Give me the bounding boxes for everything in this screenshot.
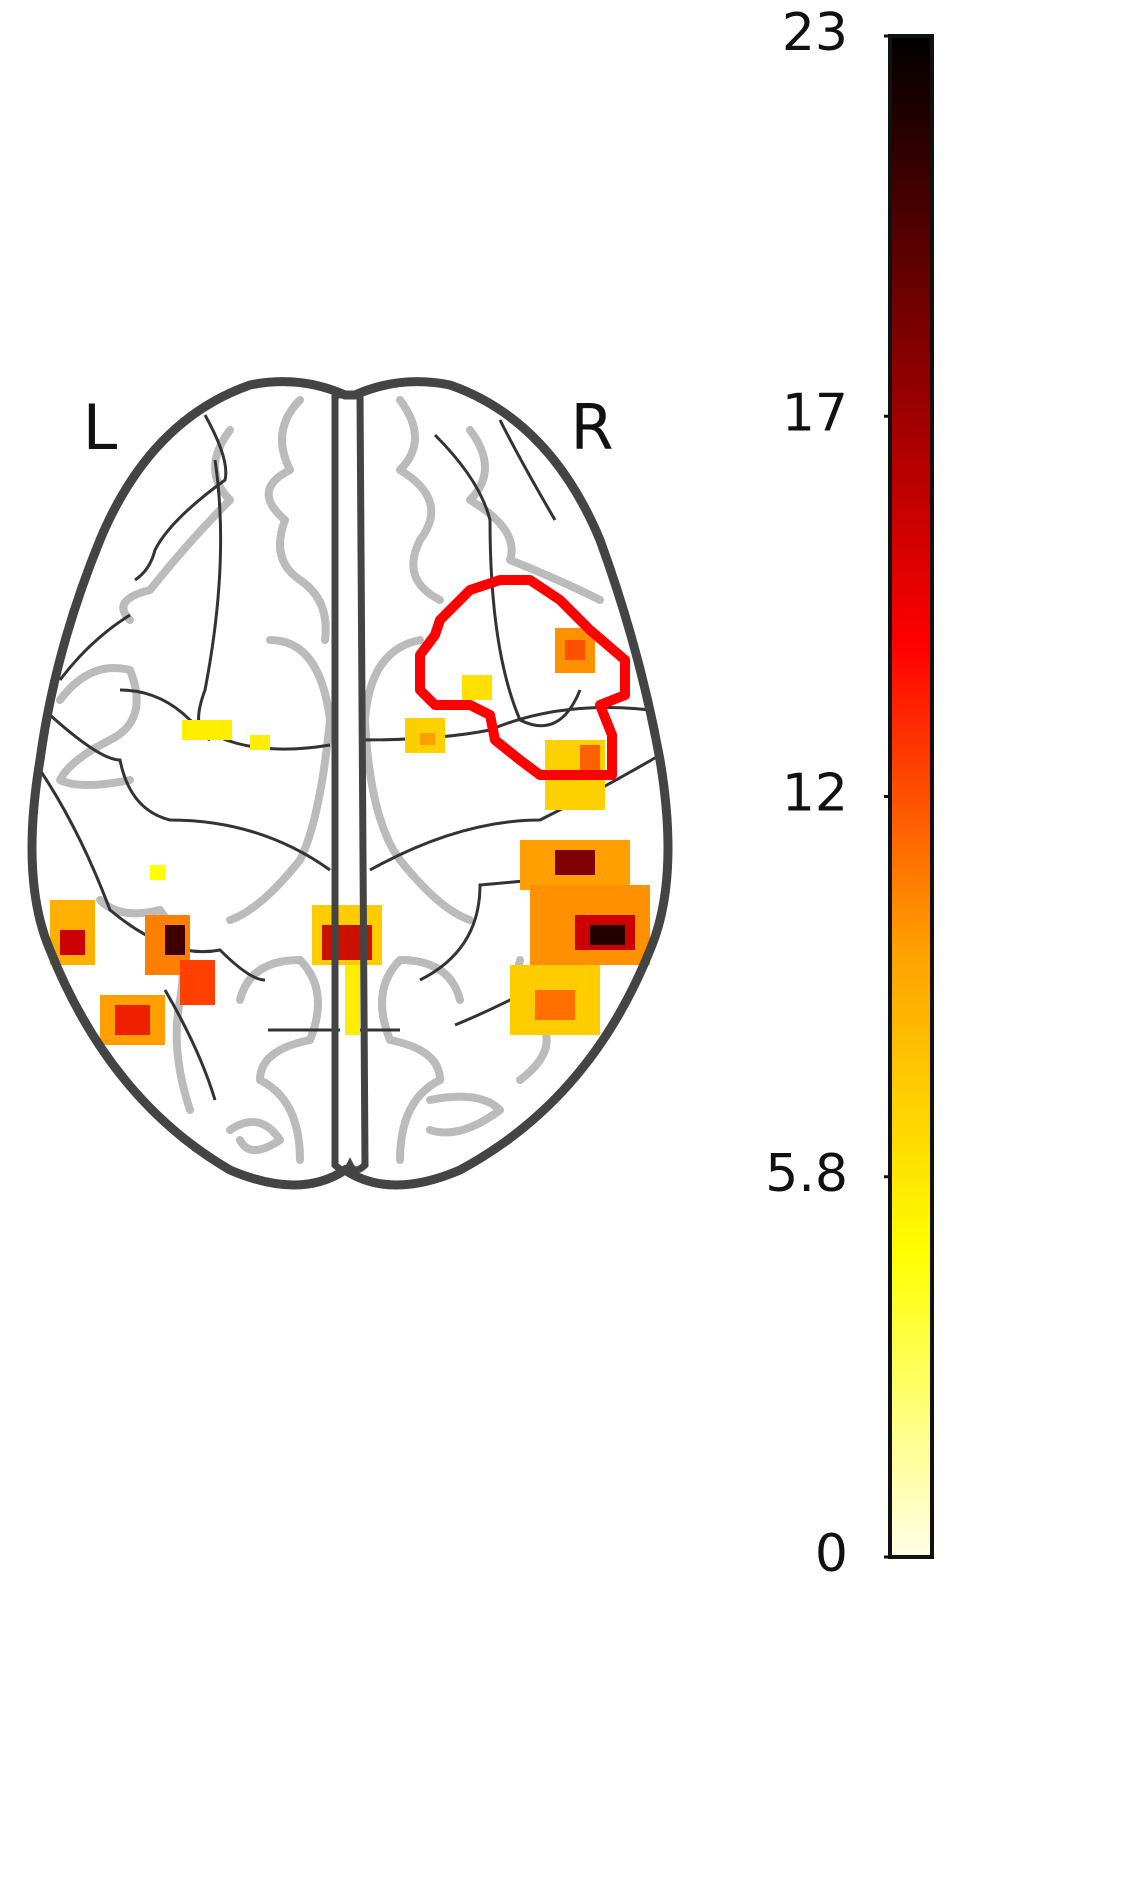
midline	[331, 391, 369, 1174]
tick-label: 17	[782, 383, 848, 443]
tick-label: 5.8	[765, 1144, 848, 1204]
tick-label: 23	[782, 3, 848, 63]
colorbar	[888, 34, 934, 1559]
vessels	[38, 414, 661, 1101]
hemisphere-label: R	[570, 391, 613, 464]
roi-contour	[415, 575, 630, 780]
sulci	[56, 396, 604, 1164]
tick-label: 0	[815, 1524, 848, 1584]
tick-label: 12	[782, 764, 848, 824]
brain	[27, 377, 673, 1190]
hemisphere-label: L	[83, 391, 118, 464]
